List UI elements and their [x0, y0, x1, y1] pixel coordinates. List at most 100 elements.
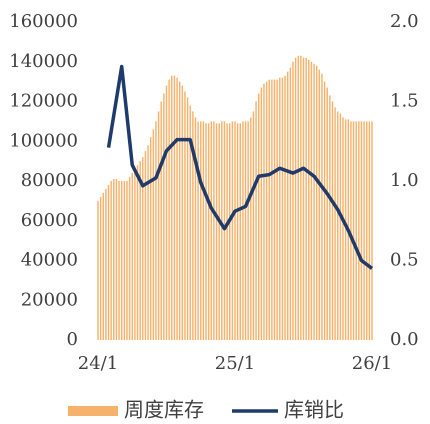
bar [163, 93, 165, 340]
bar [113, 179, 115, 340]
bar [176, 77, 178, 341]
bar [139, 161, 141, 340]
bar [273, 79, 276, 340]
bar [110, 181, 112, 340]
x-tick-label: 24/1 [78, 353, 118, 374]
bar [171, 75, 173, 340]
bar [210, 121, 213, 340]
bar [118, 181, 120, 340]
y-tick-label: 60000 [21, 210, 78, 231]
bar [263, 83, 265, 341]
bar [308, 59, 310, 340]
bar [152, 129, 155, 340]
bar [231, 121, 234, 340]
bar [260, 87, 263, 341]
bar [128, 177, 131, 340]
bar [289, 67, 292, 341]
bar [229, 123, 231, 340]
bar [331, 101, 334, 340]
legend-swatch [68, 406, 118, 416]
y-tick-label: 40000 [21, 250, 78, 271]
bar [157, 111, 160, 340]
legend-label: 周度库存 [124, 398, 204, 422]
bar [297, 55, 299, 340]
bar [197, 121, 199, 340]
bar [247, 121, 249, 340]
bar [107, 184, 110, 340]
bar [102, 192, 104, 340]
bar [252, 111, 255, 340]
bar [168, 79, 170, 340]
bar [268, 79, 270, 340]
bar [313, 63, 315, 341]
bar [147, 145, 149, 340]
bar [181, 85, 184, 340]
bar [242, 121, 244, 340]
bar [286, 71, 289, 340]
bar [371, 121, 373, 340]
bar [352, 121, 355, 340]
y2-tick-label: 0.5 [390, 250, 419, 271]
bar [334, 107, 336, 341]
bar [123, 181, 126, 340]
y-tick-label: 100000 [9, 130, 78, 151]
bar [265, 81, 268, 340]
bar [234, 121, 236, 340]
bar [279, 77, 281, 341]
bar [276, 79, 278, 340]
bar [189, 105, 191, 340]
x-tick-label: 26/1 [352, 353, 392, 374]
bar [271, 79, 273, 340]
bar [205, 123, 207, 340]
bar [207, 123, 210, 340]
x-tick-label: 25/1 [215, 353, 255, 374]
bar [218, 123, 220, 340]
bar [144, 151, 147, 340]
bar [339, 113, 342, 340]
bar [318, 69, 321, 340]
bar [294, 57, 297, 341]
y-tick-label: 160000 [9, 11, 78, 32]
bar [223, 121, 226, 340]
bar [160, 101, 162, 340]
legend-label: 库销比 [284, 398, 344, 422]
bar [200, 121, 202, 340]
bar [173, 75, 176, 340]
bar [115, 179, 118, 340]
bar [194, 117, 197, 341]
bar [315, 65, 318, 340]
bar [165, 85, 168, 340]
y-tick-label: 0 [67, 329, 78, 350]
y2-tick-label: 1.5 [390, 91, 419, 112]
bar [284, 75, 286, 340]
bar [99, 196, 102, 340]
bar [149, 137, 152, 340]
bar [213, 121, 215, 340]
bar [344, 119, 347, 340]
bar [215, 123, 218, 340]
bar [310, 61, 313, 340]
bar [255, 101, 257, 340]
bar [342, 117, 344, 341]
bar [178, 81, 181, 340]
bar [321, 73, 323, 341]
bar [186, 97, 189, 341]
y2-tick-label: 0.0 [390, 329, 419, 350]
bar [326, 87, 328, 341]
line [106, 64, 374, 270]
bar [226, 123, 228, 340]
bar [358, 121, 360, 340]
bar [97, 200, 99, 340]
bar [184, 91, 186, 340]
bar [244, 121, 247, 340]
bar [136, 165, 139, 340]
bar [355, 121, 357, 340]
bar [302, 57, 305, 341]
bar [292, 61, 294, 340]
bar [131, 173, 133, 340]
bar [337, 111, 339, 340]
y-tick-label: 80000 [21, 170, 78, 191]
bar [120, 181, 123, 340]
y2-tick-label: 1.0 [390, 170, 419, 191]
